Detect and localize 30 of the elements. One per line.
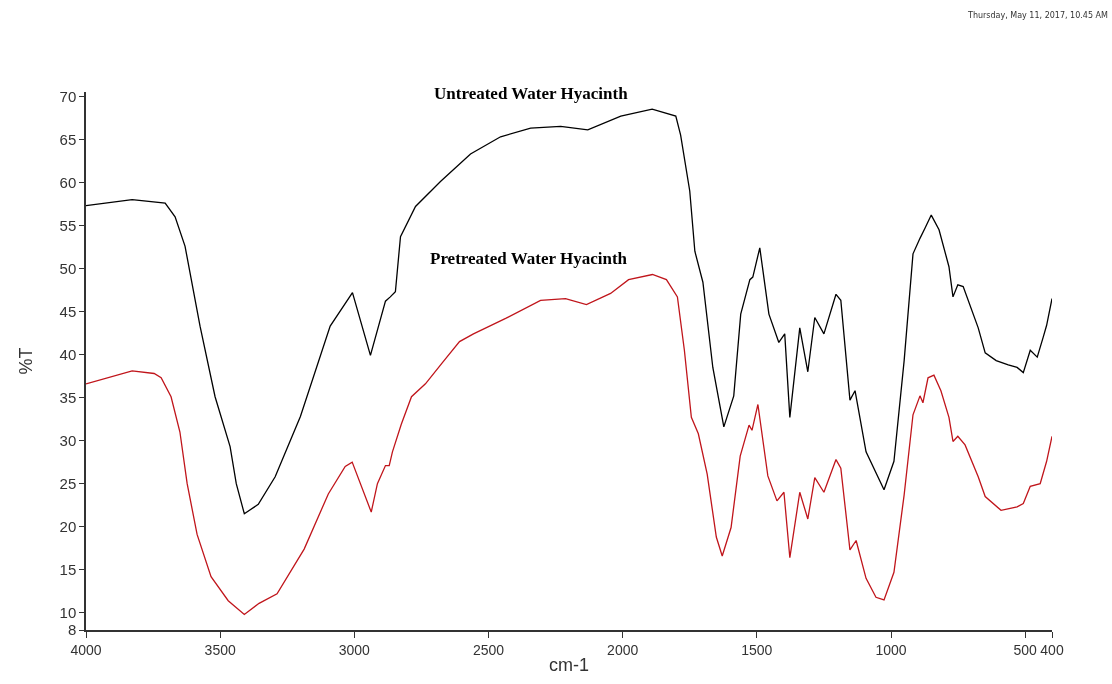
x-tick-label: 2000 — [607, 641, 639, 658]
y-tick-label: 25 — [59, 474, 77, 492]
x-tick-label: 4000 — [70, 641, 102, 658]
x-tick-label: 1500 — [741, 641, 773, 658]
y-tick-label: 55 — [59, 216, 77, 234]
x-tick-label: 3000 — [338, 641, 371, 658]
y-tick-label: 50 — [59, 259, 77, 277]
y-tick-label: 15 — [59, 560, 77, 578]
y-tick-label: 8 — [67, 621, 77, 639]
y-tick-label: 60 — [59, 173, 77, 191]
x-tick-label: 2500 — [472, 641, 505, 658]
y-tick-label: 65 — [59, 130, 77, 148]
y-tick-label: 30 — [59, 431, 77, 449]
line-series — [86, 273, 1052, 616]
x-tick-label: 500 — [1013, 641, 1038, 658]
y-tick-label: 35 — [59, 388, 77, 406]
y-tick-label: 70 — [59, 87, 77, 105]
x-axis-title: cm-1 — [549, 655, 589, 676]
y-tick-label: 20 — [59, 517, 77, 535]
line-series — [86, 108, 1052, 515]
y-tick-label: 40 — [59, 345, 77, 363]
y-tick-label: 10 — [59, 604, 77, 622]
x-tick-label: 3500 — [204, 641, 236, 658]
text: Thursday, May 11, 2017, 10.45 AM — [967, 11, 1108, 20]
y-axis-title: %T — [16, 347, 37, 375]
y-tick-label: 45 — [59, 302, 77, 320]
x-tick-label: 400 — [1040, 641, 1064, 658]
series-label: Pretreated Water Hyacinth — [430, 249, 628, 268]
series-label: Untreated Water Hyacinth — [434, 84, 629, 103]
x-tick-label: 1000 — [875, 641, 907, 658]
